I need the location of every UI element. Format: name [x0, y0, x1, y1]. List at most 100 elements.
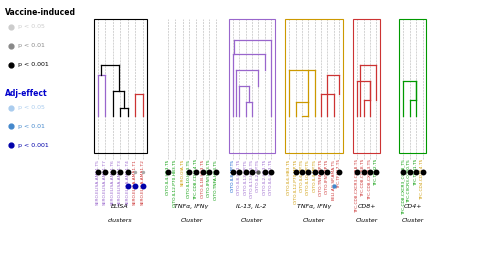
Text: Vaccine-induced: Vaccine-induced	[5, 8, 76, 17]
Point	[7, 62, 15, 67]
Text: CYTO.IL10.MP.T5: CYTO.IL10.MP.T5	[306, 159, 310, 194]
Bar	[285, 19, 343, 153]
Text: SERO.ELISA.AMA1.T5: SERO.ELISA.AMA1.T5	[96, 159, 100, 205]
Point	[116, 170, 124, 174]
Point	[412, 170, 420, 174]
Text: CYTO.IL8.HB3.T5: CYTO.IL8.HB3.T5	[237, 159, 241, 195]
Text: BELI.AG.SP.AMA.T5: BELI.AG.SP.AMA.T5	[332, 159, 336, 200]
Point	[7, 143, 15, 147]
Point	[205, 170, 213, 174]
Text: CD4+: CD4+	[404, 204, 422, 210]
Text: CYTO.IL2.HB3.T5: CYTO.IL2.HB3.T5	[262, 159, 266, 195]
Point	[335, 170, 343, 174]
Point	[108, 170, 116, 174]
Point	[418, 170, 426, 174]
Text: CYTO.IL12.P70.MP.T5: CYTO.IL12.P70.MP.T5	[294, 159, 298, 204]
Point	[260, 170, 268, 174]
Text: CYTO.IL13.MP.T5: CYTO.IL13.MP.T5	[244, 159, 248, 194]
Point	[124, 170, 132, 174]
Text: Cluster: Cluster	[402, 218, 424, 223]
Text: TFC.CD8.CD154.T5: TFC.CD8.CD154.T5	[194, 159, 198, 200]
Text: CYTO.IL4.HB3.T5: CYTO.IL4.HB3.T5	[166, 159, 170, 195]
Text: SERO.ELISA.AMA1.T2: SERO.ELISA.AMA1.T2	[140, 159, 144, 205]
Text: CYTO.TNFA.HB3.T5: CYTO.TNFA.HB3.T5	[214, 159, 218, 200]
Text: CYTO.IL13.HB3.T5: CYTO.IL13.HB3.T5	[250, 159, 254, 198]
Text: TFC.CD8.CXCR3_CCR8_T5: TFC.CD8.CXCR3_CCR8_T5	[401, 159, 405, 215]
Text: CYTO.IL6.MP.T5: CYTO.IL6.MP.T5	[300, 159, 304, 192]
Point	[406, 170, 413, 174]
Point	[372, 170, 380, 174]
Point	[185, 170, 193, 174]
Text: CD8+: CD8+	[357, 204, 376, 210]
Text: TFC.CD8.CXCR3.T5: TFC.CD8.CXCR3.T5	[368, 159, 372, 200]
Text: Cluster: Cluster	[356, 218, 378, 223]
Point	[131, 183, 139, 188]
Text: CYTO.IL1B.HB3.T5: CYTO.IL1B.HB3.T5	[200, 159, 204, 198]
Point	[131, 170, 139, 174]
Text: CYTO.IL2.MP.T5: CYTO.IL2.MP.T5	[256, 159, 260, 192]
Text: CYTO.IL8.MP.T5: CYTO.IL8.MP.T5	[230, 159, 234, 192]
Point	[7, 105, 15, 110]
Text: SERO.ELISA.AMA1.T4: SERO.ELISA.AMA1.T4	[126, 159, 130, 205]
Text: SERO.ELISA.AMA1.T7: SERO.ELISA.AMA1.T7	[103, 159, 107, 205]
Text: TNFα, IFNγ: TNFα, IFNγ	[297, 204, 331, 210]
Point	[138, 183, 146, 188]
Point	[164, 170, 172, 174]
Point	[266, 170, 274, 174]
Text: CYTO.IL10.HB3.T5: CYTO.IL10.HB3.T5	[187, 159, 191, 198]
Point	[7, 124, 15, 129]
Text: CYTO.IL6.HB3.T5: CYTO.IL6.HB3.T5	[287, 159, 291, 195]
Point	[399, 170, 407, 174]
Text: Cluster: Cluster	[240, 218, 262, 223]
Point	[323, 170, 331, 174]
Text: CYTO.IFNY.MP.T5: CYTO.IFNY.MP.T5	[325, 159, 329, 194]
Point	[298, 170, 306, 174]
Text: Cluster: Cluster	[180, 218, 203, 223]
Text: CYTO.TNFA.MP.T5: CYTO.TNFA.MP.T5	[318, 159, 322, 196]
Point	[242, 170, 250, 174]
Text: CYTO.IL12.P70.HB3.T5: CYTO.IL12.P70.HB3.T5	[173, 159, 177, 207]
Text: Cluster: Cluster	[303, 218, 325, 223]
Point	[310, 170, 318, 174]
Text: Adj-effect: Adj-effect	[5, 89, 48, 98]
Point	[138, 170, 146, 174]
Point	[366, 170, 374, 174]
Text: p < 0.01: p < 0.01	[18, 124, 45, 129]
Text: TFC.TFH1.T5: TFC.TFH1.T5	[414, 159, 418, 186]
Text: p < 0.001: p < 0.001	[18, 62, 49, 67]
Point	[212, 170, 220, 174]
Text: p < 0.05: p < 0.05	[18, 24, 45, 29]
Text: TNFα, IFNγ: TNFα, IFNγ	[174, 204, 208, 210]
Point	[316, 170, 324, 174]
Text: TFC.TFH2.T5: TFC.TFH2.T5	[374, 159, 378, 186]
Point	[94, 170, 102, 174]
Text: TFC.CD8.CXCR3.CCR8.T5: TFC.CD8.CXCR3.CCR8.T5	[355, 159, 359, 213]
Text: ELISA: ELISA	[111, 204, 129, 210]
Point	[353, 170, 361, 174]
Point	[7, 44, 15, 48]
Point	[330, 183, 338, 188]
Text: SERO.ELISA.AMA1.T6: SERO.ELISA.AMA1.T6	[110, 159, 114, 205]
Bar	[399, 19, 426, 153]
Bar	[94, 19, 146, 153]
Bar	[228, 19, 274, 153]
Point	[235, 170, 243, 174]
Text: CYTO.IL4.MP.T5: CYTO.IL4.MP.T5	[312, 159, 316, 192]
Text: CYTO.IFNY.HB3.T5: CYTO.IFNY.HB3.T5	[207, 159, 211, 197]
Text: p < 0.001: p < 0.001	[18, 143, 49, 148]
Point	[292, 170, 300, 174]
Text: p < 0.05: p < 0.05	[18, 105, 45, 110]
Text: p < 0.01: p < 0.01	[18, 43, 45, 48]
Point	[198, 170, 206, 174]
Point	[124, 183, 132, 188]
Point	[7, 25, 15, 29]
Text: SERO.ELISA.AMA1.T1: SERO.ELISA.AMA1.T1	[133, 159, 137, 205]
Point	[248, 170, 256, 174]
Text: TFC.TFH17.T5: TFC.TFH17.T5	[337, 159, 341, 189]
Text: TFC.CD4.CD154.T5: TFC.CD4.CD154.T5	[420, 159, 424, 200]
Point	[254, 170, 262, 174]
Point	[192, 170, 200, 174]
Point	[101, 170, 109, 174]
Text: SERO.GIA.T5: SERO.GIA.T5	[180, 159, 184, 186]
Text: clusters: clusters	[108, 218, 132, 223]
